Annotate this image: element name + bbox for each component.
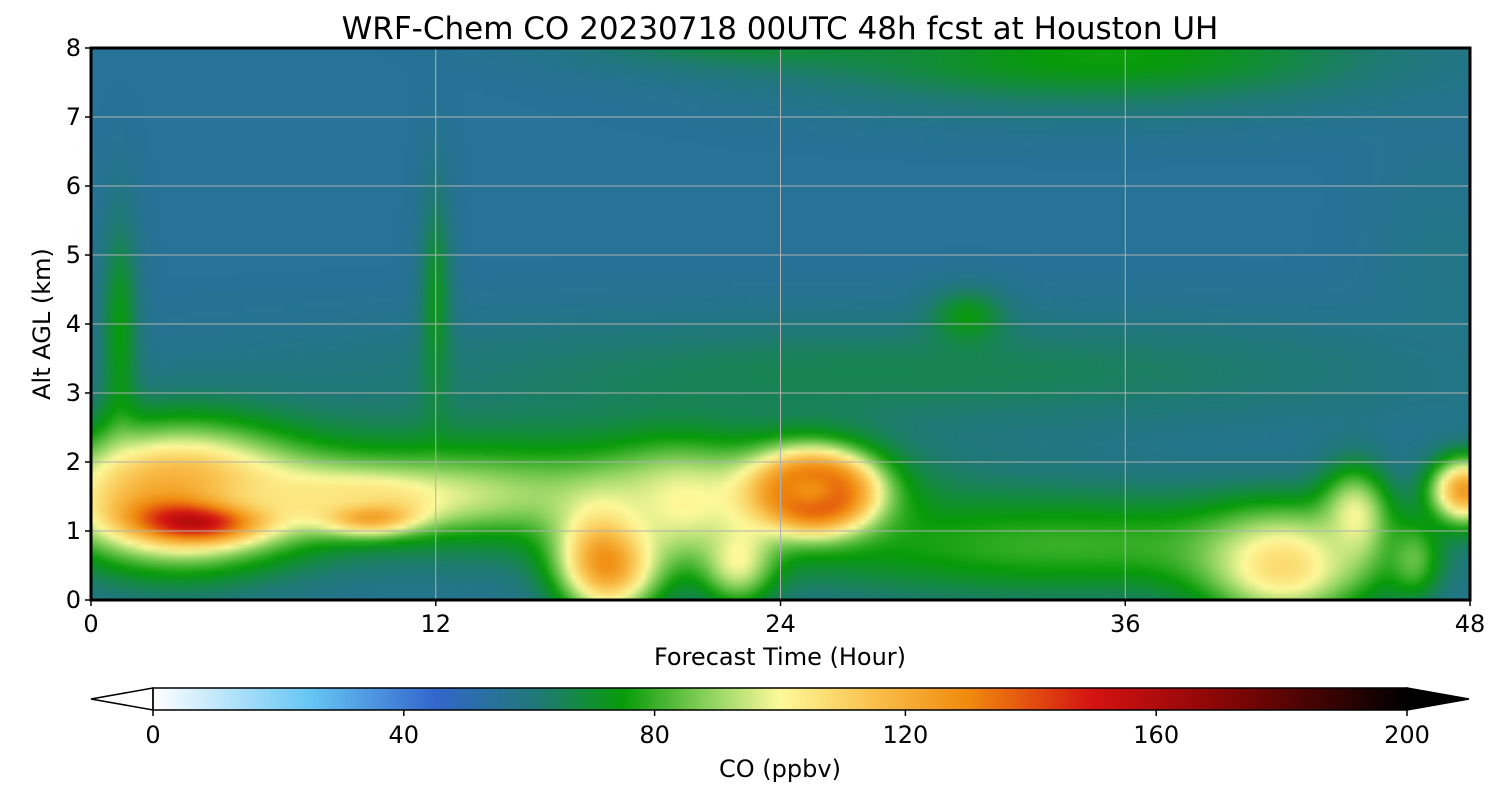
colorbar-tick-label: 120 — [882, 721, 928, 749]
chart-title: WRF-Chem CO 20230718 00UTC 48h fcst at H… — [342, 11, 1219, 47]
colorbar-frame — [152, 687, 1408, 711]
x-tick-label: 0 — [83, 610, 98, 638]
x-tick-label: 48 — [1455, 610, 1486, 638]
colorbar-tick-label: 0 — [145, 721, 160, 749]
colorbar: 0 40 80 120 160 200 CO (ppbv) — [90, 687, 1470, 783]
colorbar-tick-label: 160 — [1133, 721, 1179, 749]
y-axis: 0 1 2 3 4 5 6 7 8 — [66, 34, 91, 614]
y-tick-label: 0 — [66, 586, 81, 614]
y-tick-label: 7 — [66, 103, 81, 131]
x-tick-label: 12 — [420, 610, 451, 638]
y-tick-label: 1 — [66, 517, 81, 545]
colorbar-gradient — [153, 688, 1407, 710]
y-tick-label: 4 — [66, 310, 81, 338]
colorbar-tick-label: 200 — [1384, 721, 1430, 749]
colorbar-ticks: 0 40 80 120 160 200 — [145, 710, 1430, 749]
plot-area — [89, 46, 1472, 602]
colorbar-max-extension — [1406, 687, 1470, 711]
y-tick-label: 3 — [66, 379, 81, 407]
grid-lines — [91, 48, 1470, 600]
colorbar-tick-label: 40 — [389, 721, 420, 749]
x-tick-label: 36 — [1110, 610, 1141, 638]
x-tick-label: 24 — [765, 610, 796, 638]
x-axis-label: Forecast Time (Hour) — [654, 643, 906, 671]
y-tick-label: 2 — [66, 448, 81, 476]
y-tick-label: 8 — [66, 34, 81, 62]
colorbar-tick-label: 80 — [639, 721, 670, 749]
y-tick-label: 6 — [66, 172, 81, 200]
colorbar-label: CO (ppbv) — [719, 755, 841, 783]
y-tick-label: 5 — [66, 241, 81, 269]
y-axis-label: Alt AGL (km) — [28, 248, 56, 400]
x-axis: 0 12 24 36 48 — [83, 600, 1485, 638]
colorbar-min-extension — [90, 687, 154, 711]
